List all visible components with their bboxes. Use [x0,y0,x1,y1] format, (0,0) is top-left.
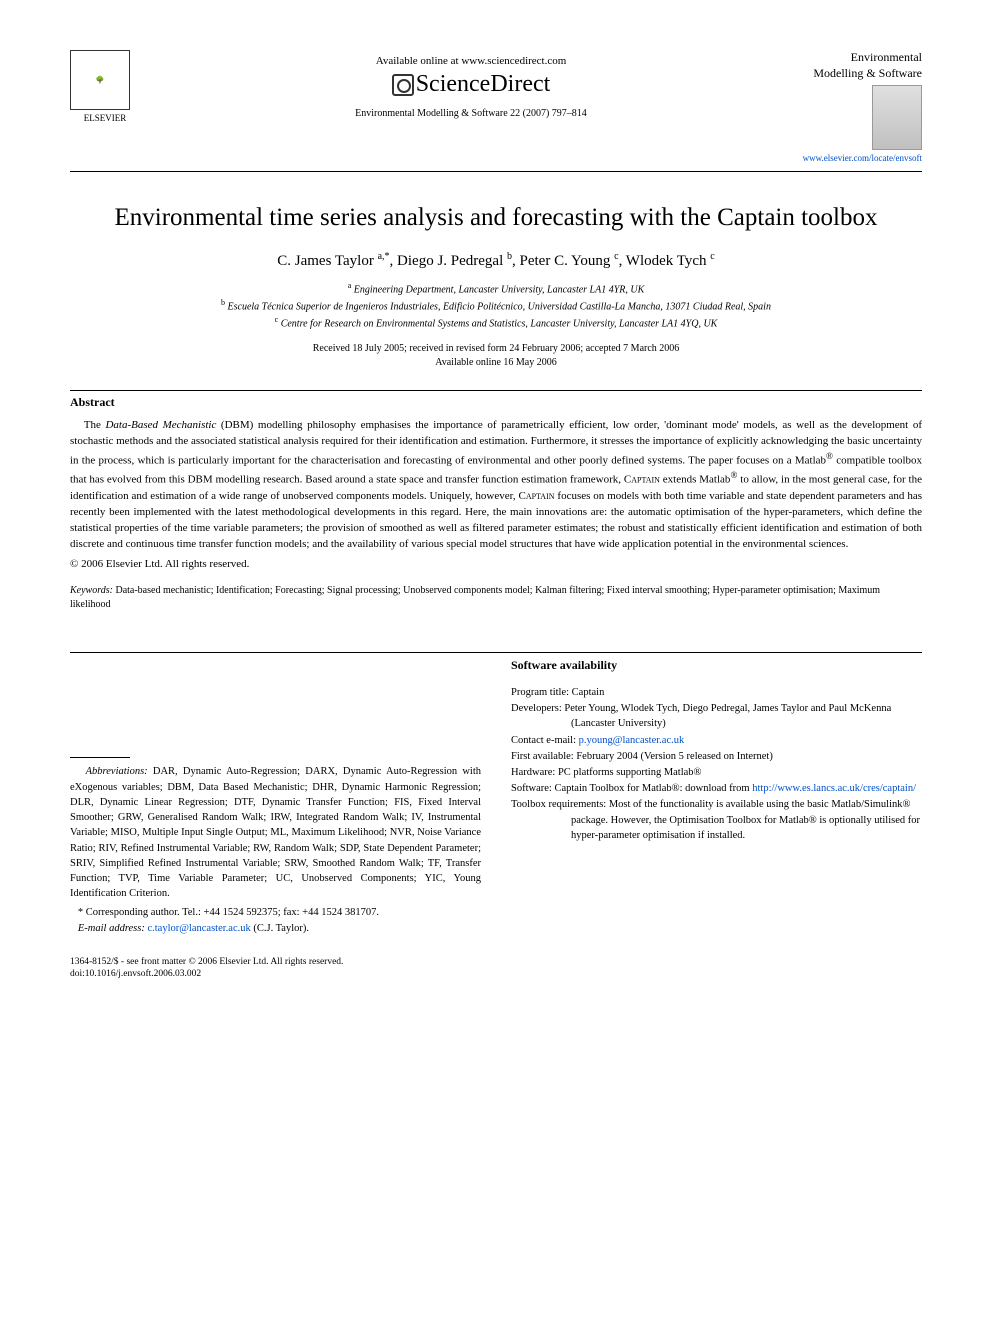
software-requirements: Toolbox requirements: Most of the functi… [511,797,922,843]
software-hardware: Hardware: PC platforms supporting Matlab… [511,765,922,780]
software-availability-heading: Software availability [511,657,922,674]
sw-hw-label: Hardware: [511,767,555,778]
sw-sw-prefix: Captain Toolbox for Matlab®: download fr… [554,783,749,794]
affiliations: a Engineering Department, Lancaster Univ… [70,280,922,332]
sciencedirect-text: ScienceDirect [416,71,551,97]
footer-line1: 1364-8152/$ - see front matter © 2006 El… [70,956,481,968]
abbreviations-label: Abbreviations: [86,766,148,777]
sciencedirect-brand: ScienceDirect [140,71,802,98]
software-software: Software: Captain Toolbox for Matlab®: d… [511,781,922,796]
abbreviations-text: DAR, Dynamic Auto-Regression; DARX, Dyna… [70,766,481,899]
sw-sw-label: Software: [511,783,552,794]
authors-list: C. James Taylor a,*, Diego J. Pedregal b… [70,251,922,270]
elsevier-label: ELSEVIER [70,113,140,123]
available-online-text: Available online at www.sciencedirect.co… [140,55,802,67]
sw-first-label: First available: [511,751,574,762]
journal-box: Environmental Modelling & Software www.e… [802,50,922,163]
page-header: 🌳 ELSEVIER Available online at www.scien… [70,50,922,163]
abbreviations-block: Abbreviations: DAR, Dynamic Auto-Regress… [70,764,481,901]
sw-title-label: Program title: [511,687,569,698]
software-contact: Contact e-mail: p.young@lancaster.ac.uk [511,733,922,748]
sw-hw-val: PC platforms supporting Matlab® [558,767,702,778]
sw-req-val: Most of the functionality is available u… [571,799,920,840]
divider [70,390,922,391]
journal-name: Environmental Modelling & Software [802,50,922,81]
citation-line: Environmental Modelling & Software 22 (2… [140,108,802,119]
corresponding-author: * Corresponding author. Tel.: +44 1524 5… [70,905,481,935]
abstract-copyright: © 2006 Elsevier Ltd. All rights reserved… [70,558,922,570]
keywords-label: Keywords: [70,585,113,596]
two-column-section: Abbreviations: DAR, Dynamic Auto-Regress… [70,657,922,980]
divider [70,171,922,172]
divider [70,652,922,653]
sw-contact-label: Contact e-mail: [511,735,576,746]
sw-title-val: Captain [572,687,605,698]
keywords-text: Data-based mechanistic; Identification; … [70,585,880,610]
sw-contact-email-link[interactable]: p.young@lancaster.ac.uk [579,735,685,746]
center-header: Available online at www.sciencedirect.co… [140,50,802,119]
article-title: Environmental time series analysis and f… [70,202,922,235]
email-label: E-mail address: [78,923,145,934]
footer-doi: doi:10.1016/j.envsoft.2006.03.002 [70,968,481,980]
article-dates: Received 18 July 2005; received in revis… [70,342,922,370]
sw-dev-val: Peter Young, Wlodek Tych, Diego Pedregal… [564,703,891,729]
dates-received: Received 18 July 2005; received in revis… [70,342,922,356]
sciencedirect-icon [392,74,414,96]
corresponding-suffix: (C.J. Taylor). [253,923,309,934]
abstract-heading: Abstract [70,395,922,410]
right-column: Software availability Program title: Cap… [511,657,922,980]
software-first-available: First available: February 2004 (Version … [511,749,922,764]
software-program-title: Program title: Captain [511,685,922,700]
abstract-body: The Data-Based Mechanistic (DBM) modelli… [70,418,922,553]
dates-available: Available online 16 May 2006 [70,356,922,370]
elsevier-tree-icon: 🌳 [70,50,130,110]
corresponding-line1: * Corresponding author. Tel.: +44 1524 5… [78,907,379,918]
footnote-rule [70,757,130,758]
footer-copyright: 1364-8152/$ - see front matter © 2006 El… [70,956,481,981]
sw-first-val: February 2004 (Version 5 released on Int… [576,751,773,762]
sw-req-label: Toolbox requirements: [511,799,606,810]
affiliation-c: Centre for Research on Environmental Sys… [281,319,718,330]
keywords: Keywords: Data-based mechanistic; Identi… [70,584,922,612]
left-column: Abbreviations: DAR, Dynamic Auto-Regress… [70,657,481,980]
affiliation-a: Engineering Department, Lancaster Univer… [354,284,645,295]
journal-cover-thumb [872,85,922,150]
sw-dev-label: Developers: [511,703,562,714]
affiliation-b: Escuela Técnica Superior de Ingenieros I… [228,301,771,312]
corresponding-email-link[interactable]: c.taylor@lancaster.ac.uk [147,923,250,934]
software-developers: Developers: Peter Young, Wlodek Tych, Di… [511,701,922,731]
sw-download-link[interactable]: http://www.es.lancs.ac.uk/cres/captain/ [752,783,916,794]
journal-homepage-link[interactable]: www.elsevier.com/locate/envsoft [802,153,922,163]
elsevier-logo: 🌳 ELSEVIER [70,50,140,123]
